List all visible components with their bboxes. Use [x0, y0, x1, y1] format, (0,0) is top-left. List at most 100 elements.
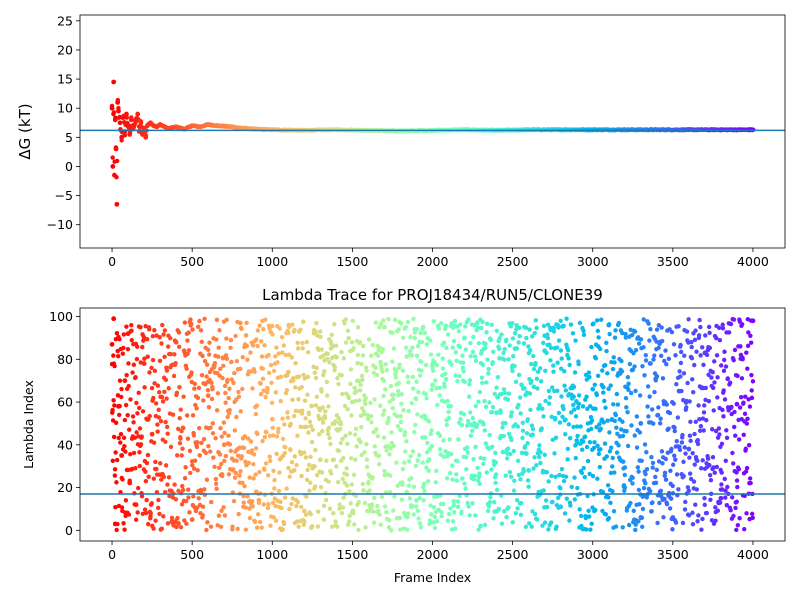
trace-point [681, 459, 686, 465]
trace-point [696, 333, 702, 338]
trace-point [532, 455, 537, 460]
trace-point [712, 359, 717, 364]
trace-point [367, 488, 372, 493]
trace-point [612, 335, 618, 340]
trace-point [362, 449, 367, 455]
trace-point [543, 368, 548, 373]
trace-point [662, 358, 667, 364]
trace-point [584, 394, 589, 399]
trace-point [227, 386, 232, 391]
trace-point [174, 390, 180, 395]
trace-point [242, 484, 247, 489]
trace-point [515, 506, 520, 511]
trace-point [505, 446, 511, 451]
trace-point [512, 330, 518, 336]
trace-point [457, 344, 463, 350]
trace-point [258, 381, 263, 386]
trace-point [636, 341, 642, 346]
trace-point [333, 419, 338, 424]
trace-point [666, 356, 672, 361]
trace-point [373, 365, 378, 371]
trace-point [591, 321, 596, 326]
trace-point [696, 403, 701, 408]
trace-point [624, 429, 629, 434]
trace-point [280, 350, 285, 355]
trace-point [537, 402, 542, 408]
trace-point [491, 349, 496, 355]
trace-point [200, 353, 205, 359]
trace-point [543, 498, 549, 503]
trace-point [441, 454, 446, 459]
trace-point [327, 435, 332, 441]
trace-point [126, 383, 131, 389]
trace-point [594, 424, 599, 430]
trace-point [637, 430, 643, 435]
trace-point [293, 361, 298, 366]
trace-point [654, 339, 659, 344]
trace-point [164, 424, 170, 430]
trace-point [396, 327, 401, 332]
trace-point [422, 330, 428, 336]
trace-point [645, 404, 650, 409]
trace-point [486, 366, 491, 372]
trace-point [495, 375, 501, 380]
trace-point [728, 508, 733, 513]
trace-point [337, 502, 342, 507]
trace-point [288, 447, 293, 453]
trace-point [195, 440, 200, 445]
trace-point [259, 525, 264, 530]
trace-point [504, 456, 510, 461]
trace-point [282, 495, 288, 500]
trace-point [425, 479, 431, 484]
trace-point [431, 520, 436, 525]
trace-point [286, 465, 291, 471]
data-point [382, 324, 387, 330]
data-point [414, 497, 419, 503]
trace-point [596, 335, 601, 340]
trace-point [217, 465, 222, 470]
trace-point [283, 445, 288, 450]
trace-point [744, 350, 749, 355]
trace-point [266, 370, 272, 376]
trace-point [273, 390, 279, 395]
trace-point [142, 356, 147, 361]
trace-point [707, 330, 712, 336]
trace-point [186, 495, 191, 500]
trace-point [154, 466, 159, 472]
trace-point [576, 361, 581, 367]
trace-point [366, 508, 372, 514]
trace-point [448, 404, 454, 409]
trace-point [254, 403, 260, 408]
trace-point [243, 505, 248, 510]
trace-point [548, 520, 554, 525]
trace-point [432, 514, 438, 520]
trace-point [680, 432, 685, 438]
trace-point [159, 477, 164, 482]
trace-point [685, 485, 691, 490]
trace-point [479, 325, 484, 331]
trace-point [686, 317, 691, 322]
trace-point [190, 413, 196, 418]
trace-point [162, 389, 167, 395]
trace-point [719, 441, 725, 447]
trace-point [408, 335, 413, 340]
trace-point [374, 427, 379, 432]
trace-point [510, 321, 515, 326]
trace-point [113, 420, 119, 425]
trace-point [123, 402, 129, 408]
trace-point [608, 445, 614, 450]
trace-point [484, 321, 490, 326]
trace-point [389, 430, 394, 435]
trace-point [604, 454, 610, 459]
trace-point [585, 493, 590, 499]
trace-point [575, 485, 580, 491]
trace-point [633, 388, 638, 394]
trace-point [365, 416, 371, 422]
trace-point [673, 520, 679, 525]
trace-point [356, 527, 361, 533]
trace-point [284, 373, 290, 378]
trace-point [212, 361, 218, 366]
trace-point [664, 361, 669, 367]
trace-point [717, 500, 723, 505]
